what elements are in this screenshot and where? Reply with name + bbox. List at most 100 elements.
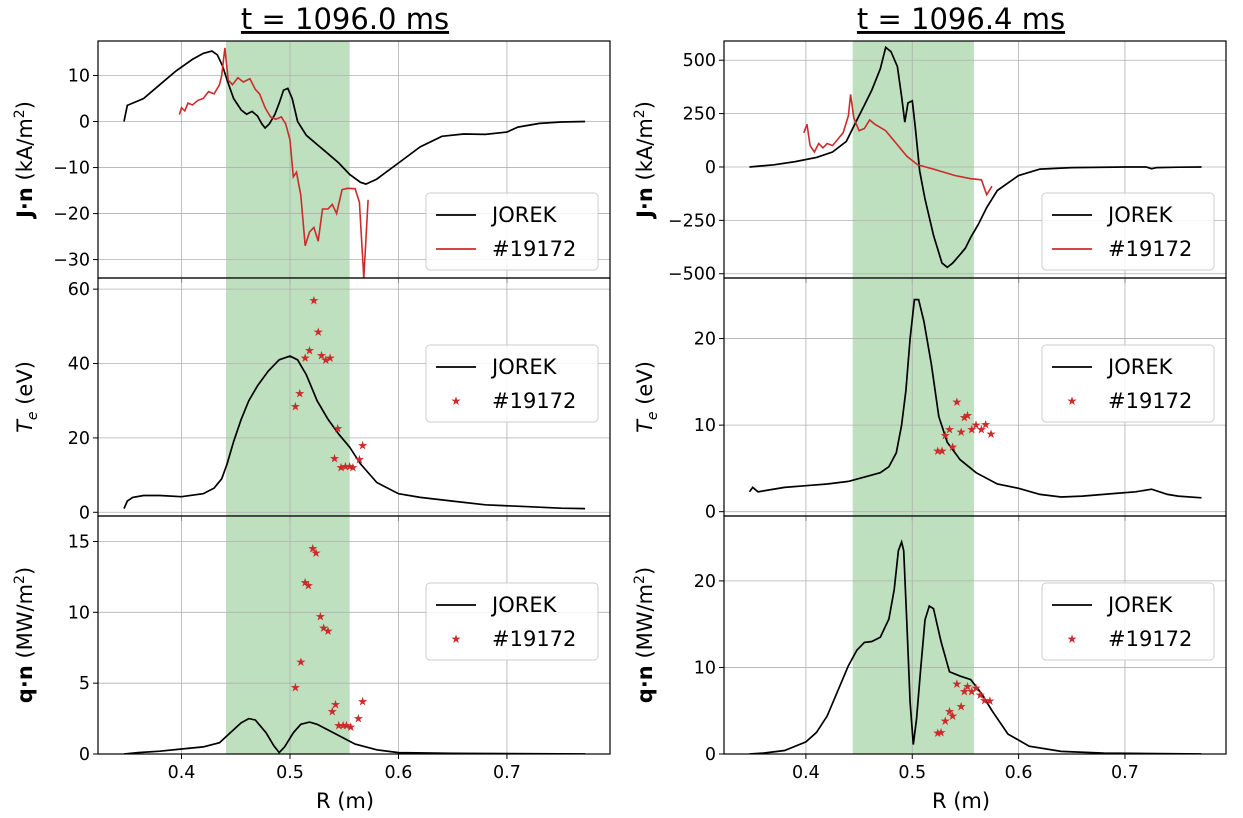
left-x-axis-label: R (m) [316,789,374,813]
left-q-ytick-label-3: 15 [68,533,90,553]
right-te-experiment-point-9: ★ [966,422,977,436]
right-te-experiment-point-3: ★ [944,422,955,436]
right-j-legend-box [1041,192,1215,271]
left-q-experiment-point-5: ★ [311,546,322,560]
left-q-experiment-point-6: ★ [315,610,326,624]
left-q-xtick-label-3: 0.7 [493,763,521,783]
left-j-jorek-line [123,50,586,186]
right-te-experiment-point-4: ★ [947,440,958,454]
left-te-legend-experiment-label: #19172 [492,389,576,413]
left-te-experiment-point-0: ★ [290,399,301,413]
left-q-legend-experiment-label: #19172 [492,627,576,651]
right-q-y-axis-label: q·n (MW/m2) [632,567,657,703]
left-te-experiment-point-8: ★ [325,351,336,365]
left-te-experiment-point-13: ★ [344,460,355,474]
right-q-experiment-point-0: ★ [932,726,943,740]
right-q-experiment-point-11: ★ [975,688,986,702]
right-te-experiment-point-12: ★ [980,417,991,431]
left-q-experiment-point-14: ★ [345,720,356,734]
right-te-legend-jorek-label: JOREK [1106,355,1174,379]
right-j-legend-jorek-label: JOREK [1106,203,1174,227]
left-q-experiment-point-0: ★ [290,680,301,694]
right-q-shaded-region [852,516,974,754]
left-te-experiment-point-16: ★ [357,438,368,452]
left-q-experiment-point-3: ★ [303,578,314,592]
left-te-y-axis-label: Te (eV) [13,361,41,433]
right-te-legend-box [1041,344,1215,423]
right-q-experiment-point-2: ★ [940,714,951,728]
right-j-ytick-label-0: −500 [668,265,716,285]
left-te-experiment-point-7: ★ [320,353,331,367]
right-q-experiment-point-10: ★ [971,681,982,695]
left-q-experiment-point-4: ★ [307,542,318,556]
right-te-ytick-label-1: 10 [694,416,716,436]
left-q-legend-jorek-label: JOREK [490,593,558,617]
right-q-legend: JOREK ★ #19172 [1041,582,1215,661]
right-te-experiment-point-0: ★ [932,444,943,458]
right-te-y-axis-label: Te (eV) [633,361,661,433]
right-q-legend-experiment-label: #19172 [1108,627,1192,651]
left-q-legend: JOREK ★ #19172 [425,582,599,661]
panels: −30 −20 −10 0 10 JOREK #19172 J·n (kA/m2) 0 20 40 6… [12,40,1227,783]
right-te-legend-experiment-label: #19172 [1108,389,1192,413]
left-q-experiment-point-1: ★ [295,655,306,669]
right-te-experiment-point-11: ★ [976,422,987,436]
left-te-experiment-point-1: ★ [294,386,305,400]
right-te-legend-experiment-swatch: ★ [1067,394,1078,408]
left-j-ytick-label-2: −10 [53,159,90,179]
right-q-ytick-label-0: 0 [705,745,716,765]
left-q-experiment-point-10: ★ [330,697,341,711]
left-q-legend-box [425,582,599,661]
left-j-panel: −30 −20 −10 0 10 JOREK #19172 J·n (kA/m2) [12,40,611,283]
left-te-experiment-point-6: ★ [316,348,327,362]
left-te-experiment-point-15: ★ [354,452,365,466]
right-te-experiment-point-6: ★ [956,425,967,439]
right-q-ytick-label-2: 20 [694,572,716,592]
left-j-y-axis-label: J·n (kA/m2) [12,101,37,220]
right-q-xtick-label-0: 0.4 [792,763,820,783]
right-te-jorek-line [748,298,1202,499]
right-q-xtick-label-1: 0.5 [898,763,926,783]
left-j-experiment-line [178,47,369,278]
right-te-experiment-point-1: ★ [937,444,948,458]
right-q-ytick-label-1: 10 [694,658,716,678]
right-column-title: t = 1096.4 ms [857,2,1065,36]
right-te-ytick-label-2: 20 [694,330,716,350]
right-q-xtick-label-3: 0.7 [1111,763,1139,783]
right-j-legend-experiment-label: #19172 [1108,237,1192,261]
left-te-legend: JOREK ★ #19172 [425,344,599,423]
right-j-shaded-region [852,41,974,278]
left-te-ytick-label-3: 60 [68,280,90,300]
left-te-ytick-label-0: 0 [79,503,90,523]
left-q-experiment-point-11: ★ [333,719,344,733]
left-q-xtick-label-0: 0.4 [168,763,196,783]
left-te-legend-jorek-label: JOREK [490,355,558,379]
left-q-shaded-region [226,516,350,754]
left-te-experiment-point-4: ★ [308,293,319,307]
left-q-experiment-point-16: ★ [357,695,368,709]
right-q-experiment-point-3: ★ [944,705,955,719]
right-te-experiment-point-2: ★ [940,429,951,443]
left-j-legend-box [425,192,599,271]
left-j-ytick-label-0: −30 [53,251,90,271]
left-te-legend-experiment-swatch: ★ [451,394,462,408]
right-j-jorek-line [749,45,1202,269]
right-x-axis-label: R (m) [932,789,990,813]
left-te-jorek-line [123,355,586,510]
right-q-experiment-point-8: ★ [962,679,973,693]
left-te-experiment-point-3: ★ [304,344,315,358]
left-q-ytick-label-0: 0 [79,745,90,765]
right-te-experiment-point-5: ★ [952,395,963,409]
right-j-legend: JOREK #19172 [1041,192,1215,271]
left-q-legend-experiment-swatch: ★ [451,632,462,646]
right-q-experiment-point-13: ★ [985,694,996,708]
left-te-experiment-point-2: ★ [300,351,311,365]
right-q-experiment-point-4: ★ [947,709,958,723]
right-q-legend-box [1041,582,1215,661]
left-te-shaded-region [226,278,350,516]
right-j-ytick-label-2: 0 [705,158,716,178]
